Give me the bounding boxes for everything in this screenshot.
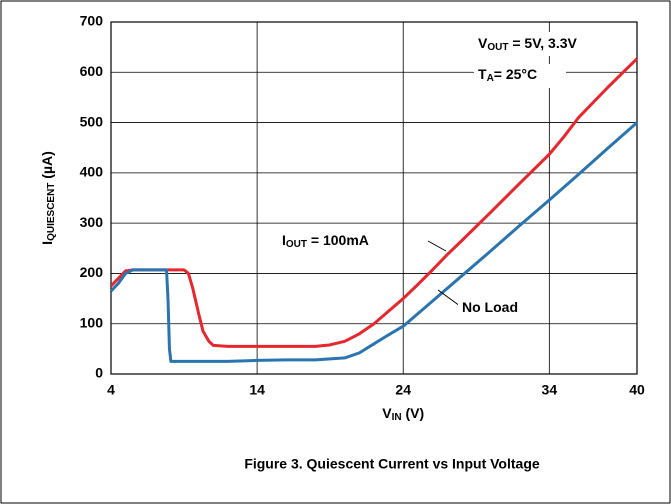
x-axis-label-part: IN (392, 412, 402, 423)
leader-line (427, 240, 447, 252)
y-axis-label-part: QUIESCENT (46, 183, 57, 241)
label-bg (458, 297, 544, 317)
annotation-part: = 25°C (494, 66, 537, 82)
caption: Figure 3. Quiescent Current vs Input Vol… (244, 456, 540, 472)
series-label-part: No Load (462, 299, 518, 315)
x-tick-label: 40 (629, 382, 645, 398)
x-tick-label: 4 (107, 382, 115, 398)
annotation-part: OUT (487, 42, 508, 53)
annotation-part: T (478, 66, 487, 82)
x-tick-label: 34 (542, 382, 558, 398)
series-line (109, 57, 639, 348)
annotation: VOUT = 5V, 3.3V (478, 35, 577, 53)
y-axis-label: IQUIESCENT (µA) (39, 151, 57, 245)
y-tick-label: 0 (95, 365, 103, 381)
series-label-part: I (282, 232, 286, 248)
x-axis-label-part: (V) (402, 405, 425, 421)
y-tick-label: 300 (80, 214, 104, 230)
x-axis-label-part: V (382, 405, 392, 421)
y-tick-label: 700 (80, 13, 104, 29)
y-axis-label-part: (µA) (39, 151, 55, 182)
y-tick-label: 600 (80, 63, 104, 79)
label-bg (474, 64, 566, 88)
series-label-part: OUT (286, 239, 307, 250)
plot-border (110, 21, 638, 375)
x-tick-label: 14 (249, 382, 265, 398)
label-bg (474, 32, 632, 56)
series-label: IOUT = 100mA (282, 232, 369, 250)
series-line (109, 121, 638, 363)
annotation-part: A (487, 73, 494, 84)
y-tick-label: 400 (80, 164, 104, 180)
leader-line (437, 289, 461, 307)
x-axis-label: VIN (V) (382, 405, 424, 423)
annotation-part: = 5V, 3.3V (508, 35, 577, 51)
y-axis-label-part: I (39, 241, 55, 245)
annotation: TA= 25°C (478, 66, 537, 84)
series-label-part: = 100mA (307, 232, 369, 248)
y-tick-label: 200 (80, 264, 104, 280)
y-tick-label: 500 (80, 113, 104, 129)
x-tick-label: 24 (395, 382, 411, 398)
series-label: No Load (462, 299, 518, 315)
annotation-part: V (478, 35, 488, 51)
y-tick-label: 100 (80, 314, 104, 330)
